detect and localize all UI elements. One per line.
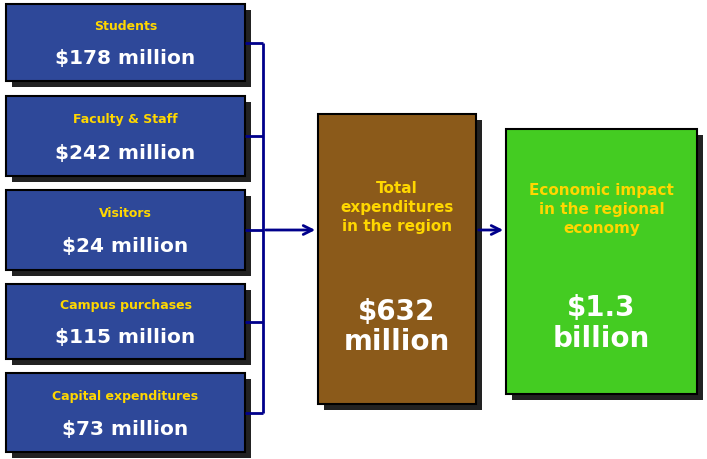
Bar — [506, 130, 697, 394]
Bar — [6, 285, 245, 359]
Text: Economic impact
in the regional
economy: Economic impact in the regional economy — [529, 182, 674, 235]
Bar — [12, 11, 251, 88]
Text: $632
million: $632 million — [344, 297, 450, 355]
Text: $178 million: $178 million — [55, 49, 196, 68]
Text: Capital expenditures: Capital expenditures — [52, 389, 199, 402]
Text: $1.3
billion: $1.3 billion — [553, 294, 650, 352]
Bar — [318, 115, 476, 404]
Text: Visitors: Visitors — [99, 207, 152, 219]
Text: Campus purchases: Campus purchases — [59, 299, 192, 312]
Text: Total
expenditures
in the region: Total expenditures in the region — [340, 181, 454, 234]
Bar — [12, 291, 251, 365]
Bar — [6, 373, 245, 452]
Text: $73 million: $73 million — [62, 419, 189, 438]
Text: Students: Students — [94, 20, 157, 33]
Bar — [6, 97, 245, 177]
Text: $242 million: $242 million — [55, 143, 196, 162]
Text: $24 million: $24 million — [62, 237, 189, 256]
Bar — [512, 136, 703, 400]
Bar — [12, 196, 251, 276]
Bar — [6, 5, 245, 82]
Bar — [6, 190, 245, 270]
Bar — [12, 103, 251, 183]
Text: $115 million: $115 million — [55, 327, 196, 346]
Bar — [12, 379, 251, 458]
Text: Faculty & Staff: Faculty & Staff — [74, 112, 178, 126]
Bar — [324, 121, 482, 410]
